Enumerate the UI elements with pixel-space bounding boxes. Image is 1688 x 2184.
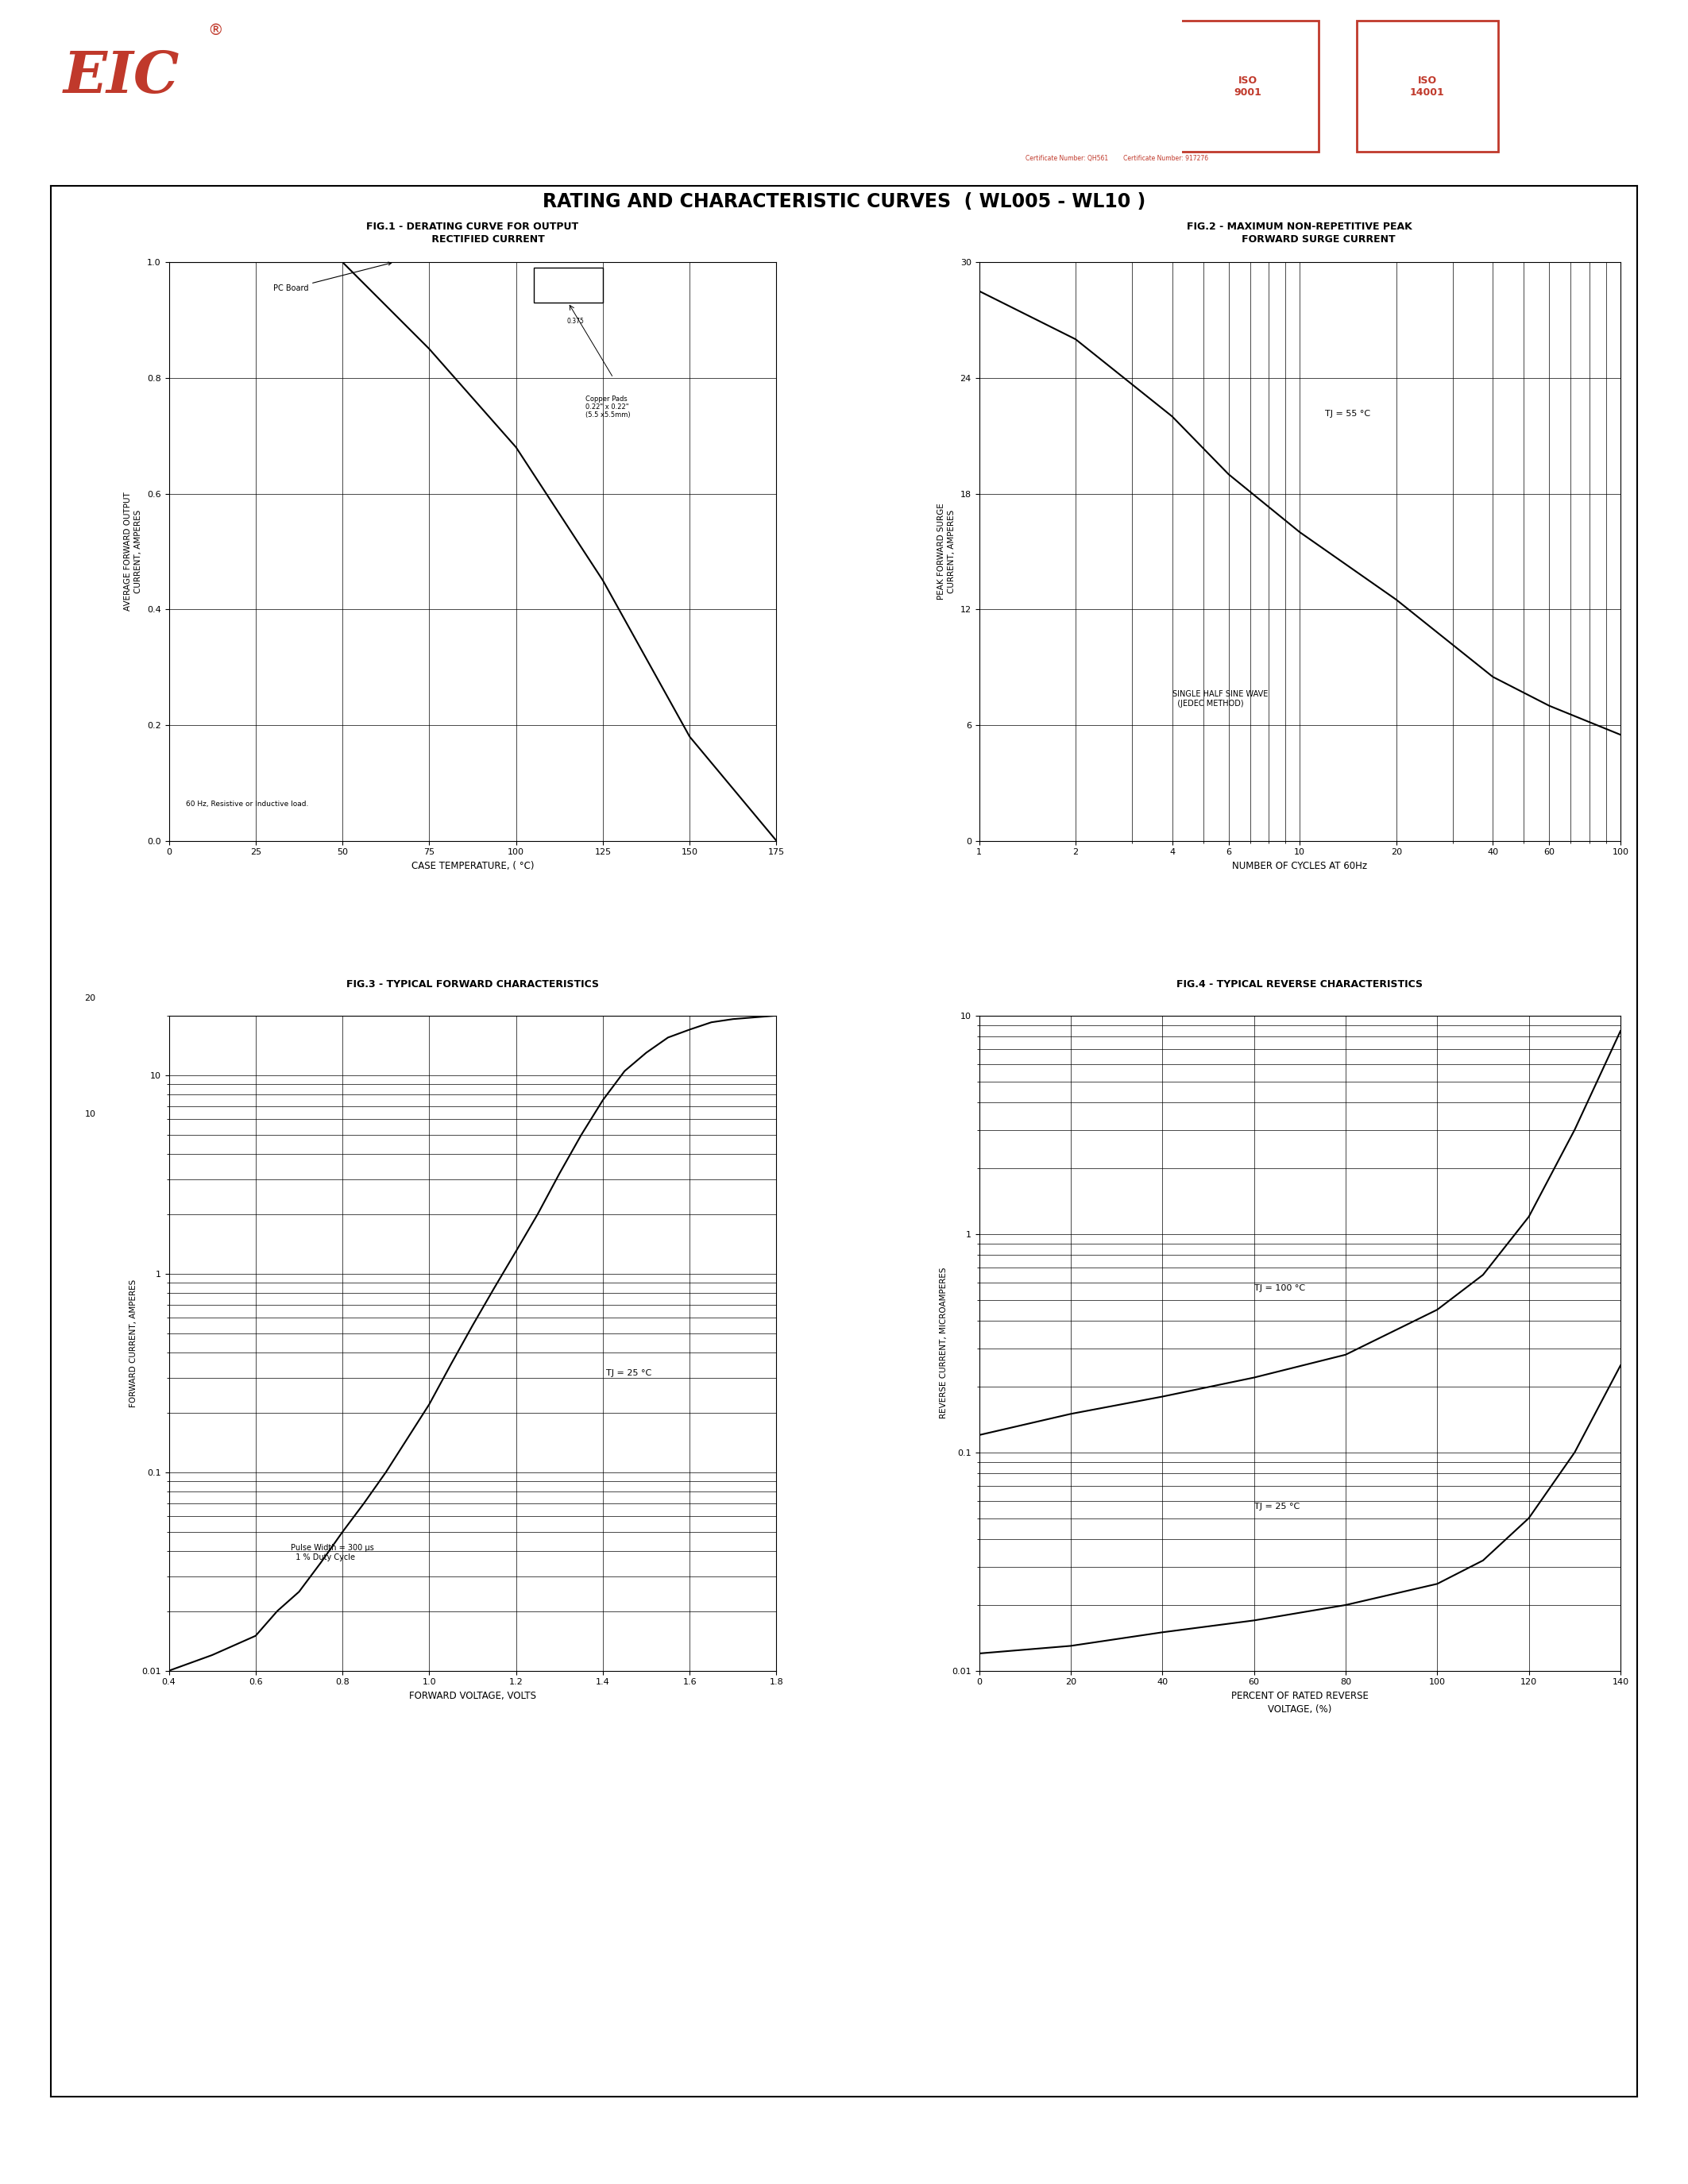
Text: FIG.1 - DERATING CURVE FOR OUTPUT
         RECTIFIED CURRENT: FIG.1 - DERATING CURVE FOR OUTPUT RECTIF… <box>366 221 579 245</box>
Text: FIG.3 - TYPICAL FORWARD CHARACTERISTICS: FIG.3 - TYPICAL FORWARD CHARACTERISTICS <box>346 978 599 989</box>
Text: PC Board: PC Board <box>273 262 392 293</box>
Text: ®: ® <box>208 24 223 37</box>
Text: 10: 10 <box>84 1109 96 1118</box>
Bar <box>533 269 603 304</box>
Y-axis label: FORWARD CURRENT, AMPERES: FORWARD CURRENT, AMPERES <box>130 1280 137 1406</box>
Text: TJ = 100 °C: TJ = 100 °C <box>1254 1284 1305 1293</box>
Text: TJ = 25 °C: TJ = 25 °C <box>606 1369 652 1378</box>
Text: ISO
9001: ISO 9001 <box>1234 74 1261 98</box>
Text: ISO
14001: ISO 14001 <box>1409 74 1445 98</box>
X-axis label: NUMBER OF CYCLES AT 60Hz: NUMBER OF CYCLES AT 60Hz <box>1232 860 1367 871</box>
Text: 60 Hz, Resistive or Inductive load.: 60 Hz, Resistive or Inductive load. <box>186 802 309 808</box>
Text: TJ = 55 °C: TJ = 55 °C <box>1325 411 1371 417</box>
Text: SINGLE HALF SINE WAVE
  (JEDEC METHOD): SINGLE HALF SINE WAVE (JEDEC METHOD) <box>1171 690 1268 708</box>
X-axis label: FORWARD VOLTAGE, VOLTS: FORWARD VOLTAGE, VOLTS <box>408 1690 537 1701</box>
Text: 20: 20 <box>84 994 96 1002</box>
FancyBboxPatch shape <box>1177 22 1318 151</box>
Text: 0.375: 0.375 <box>567 317 584 325</box>
FancyBboxPatch shape <box>1357 22 1499 151</box>
Text: FIG.4 - TYPICAL REVERSE CHARACTERISTICS: FIG.4 - TYPICAL REVERSE CHARACTERISTICS <box>1177 978 1423 989</box>
Text: Certificate Number: QH561        Certificate Number: 917276: Certificate Number: QH561 Certificate Nu… <box>1026 155 1209 162</box>
Text: TJ = 25 °C: TJ = 25 °C <box>1254 1503 1300 1511</box>
Text: FIG.2 - MAXIMUM NON-REPETITIVE PEAK
           FORWARD SURGE CURRENT: FIG.2 - MAXIMUM NON-REPETITIVE PEAK FORW… <box>1187 221 1413 245</box>
Text: Pulse Width = 300 μs
  1 % Duty Cycle: Pulse Width = 300 μs 1 % Duty Cycle <box>290 1544 373 1562</box>
X-axis label: PERCENT OF RATED REVERSE
VOLTAGE, (%): PERCENT OF RATED REVERSE VOLTAGE, (%) <box>1231 1690 1369 1714</box>
Y-axis label: PEAK FORWARD SURGE
CURRENT, AMPERES: PEAK FORWARD SURGE CURRENT, AMPERES <box>937 502 955 601</box>
Text: RATING AND CHARACTERISTIC CURVES  ( WL005 - WL10 ): RATING AND CHARACTERISTIC CURVES ( WL005… <box>542 192 1146 212</box>
X-axis label: CASE TEMPERATURE, ( °C): CASE TEMPERATURE, ( °C) <box>412 860 533 871</box>
Y-axis label: AVERAGE FORWARD OUTPUT
CURRENT, AMPERES: AVERAGE FORWARD OUTPUT CURRENT, AMPERES <box>125 491 142 612</box>
Text: Copper Pads
0.22" x 0.22"
(5.5 x5.5mm): Copper Pads 0.22" x 0.22" (5.5 x5.5mm) <box>586 395 631 419</box>
Y-axis label: REVERSE CURRENT, MICROAMPERES: REVERSE CURRENT, MICROAMPERES <box>940 1267 947 1420</box>
Text: EIC: EIC <box>64 48 179 105</box>
